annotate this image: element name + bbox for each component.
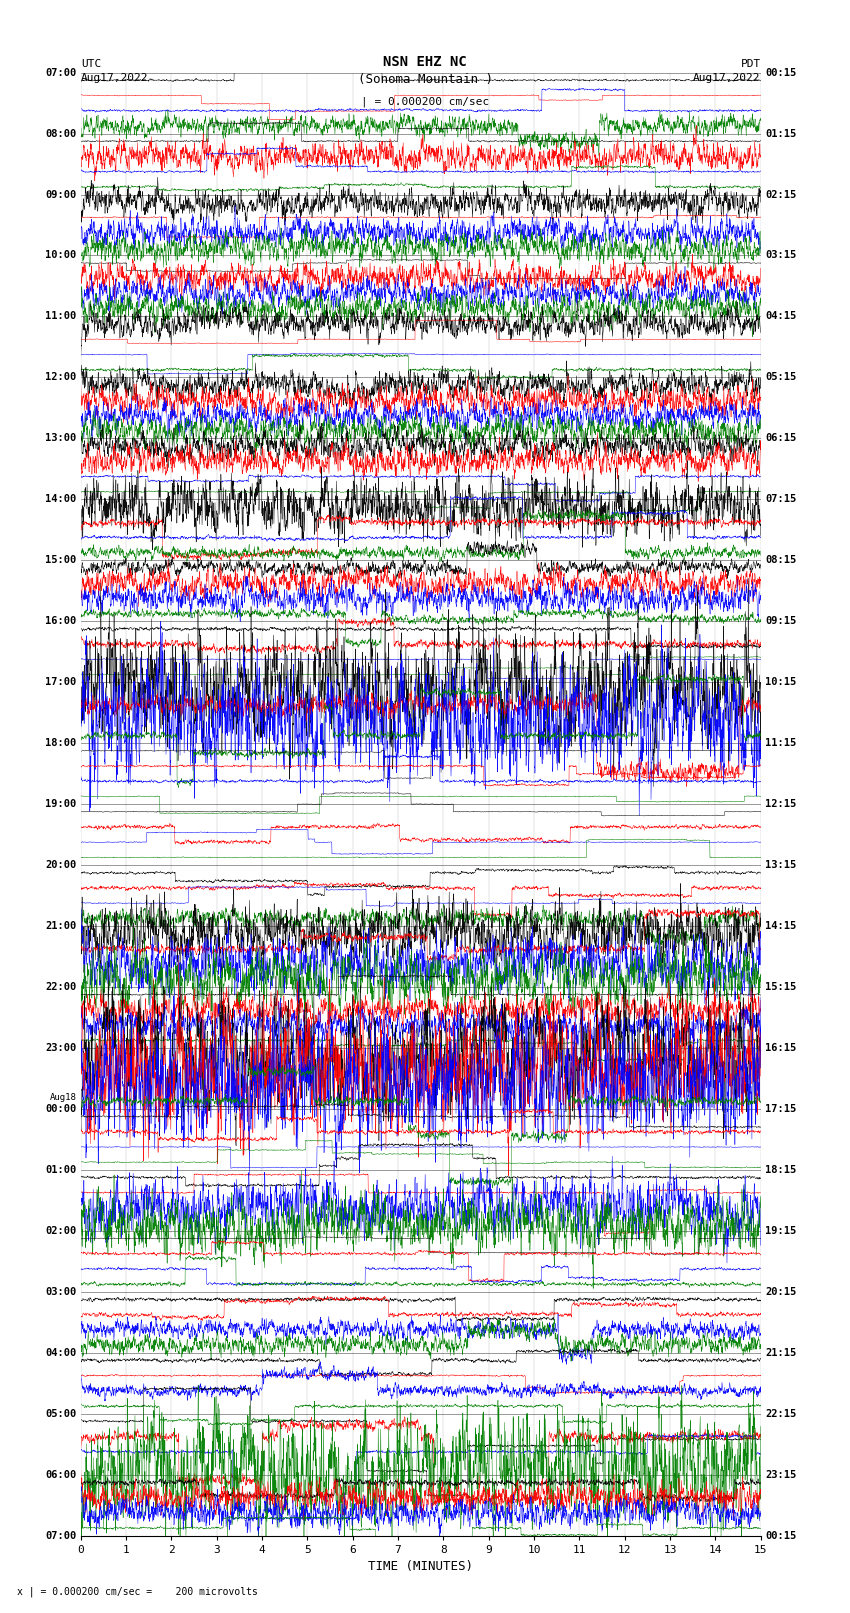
Text: 10:00: 10:00 xyxy=(45,250,76,260)
Text: 15:15: 15:15 xyxy=(765,982,796,992)
Text: 23:00: 23:00 xyxy=(45,1044,76,1053)
Text: NSN EHZ NC: NSN EHZ NC xyxy=(383,55,467,69)
Text: 06:00: 06:00 xyxy=(45,1469,76,1479)
Text: Aug17,2022: Aug17,2022 xyxy=(81,73,148,82)
Text: 02:00: 02:00 xyxy=(45,1226,76,1236)
Text: 17:15: 17:15 xyxy=(765,1103,796,1115)
Text: 16:15: 16:15 xyxy=(765,1044,796,1053)
Text: 13:15: 13:15 xyxy=(765,860,796,869)
Text: 00:00: 00:00 xyxy=(45,1103,76,1115)
Text: 04:00: 04:00 xyxy=(45,1348,76,1358)
Text: 00:15: 00:15 xyxy=(765,1531,796,1540)
Text: 07:00: 07:00 xyxy=(45,68,76,77)
Text: 21:15: 21:15 xyxy=(765,1348,796,1358)
Text: 18:00: 18:00 xyxy=(45,739,76,748)
Text: 11:15: 11:15 xyxy=(765,739,796,748)
Text: 14:00: 14:00 xyxy=(45,494,76,505)
Text: 03:00: 03:00 xyxy=(45,1287,76,1297)
Text: x | = 0.000200 cm/sec =    200 microvolts: x | = 0.000200 cm/sec = 200 microvolts xyxy=(17,1586,258,1597)
Text: 12:00: 12:00 xyxy=(45,373,76,382)
Text: 06:15: 06:15 xyxy=(765,434,796,444)
Text: 01:15: 01:15 xyxy=(765,129,796,139)
Text: 20:00: 20:00 xyxy=(45,860,76,869)
Text: 21:00: 21:00 xyxy=(45,921,76,931)
Text: 05:00: 05:00 xyxy=(45,1408,76,1419)
Text: 03:15: 03:15 xyxy=(765,250,796,260)
Text: 10:15: 10:15 xyxy=(765,677,796,687)
Text: Aug17,2022: Aug17,2022 xyxy=(694,73,761,82)
Text: UTC: UTC xyxy=(81,60,101,69)
Text: 14:15: 14:15 xyxy=(765,921,796,931)
Text: 07:15: 07:15 xyxy=(765,494,796,505)
Text: 20:15: 20:15 xyxy=(765,1287,796,1297)
Text: 19:15: 19:15 xyxy=(765,1226,796,1236)
Text: 12:15: 12:15 xyxy=(765,798,796,810)
Text: 13:00: 13:00 xyxy=(45,434,76,444)
Text: PDT: PDT xyxy=(740,60,761,69)
Text: 07:00: 07:00 xyxy=(45,1531,76,1540)
X-axis label: TIME (MINUTES): TIME (MINUTES) xyxy=(368,1560,473,1573)
Text: 08:00: 08:00 xyxy=(45,129,76,139)
Text: 22:00: 22:00 xyxy=(45,982,76,992)
Text: 09:00: 09:00 xyxy=(45,189,76,200)
Text: Aug18: Aug18 xyxy=(49,1094,76,1102)
Text: | = 0.000200 cm/sec: | = 0.000200 cm/sec xyxy=(361,97,489,108)
Text: 22:15: 22:15 xyxy=(765,1408,796,1419)
Text: 04:15: 04:15 xyxy=(765,311,796,321)
Text: 19:00: 19:00 xyxy=(45,798,76,810)
Text: 09:15: 09:15 xyxy=(765,616,796,626)
Text: 16:00: 16:00 xyxy=(45,616,76,626)
Text: 02:15: 02:15 xyxy=(765,189,796,200)
Text: (Sonoma Mountain ): (Sonoma Mountain ) xyxy=(358,73,492,85)
Text: 01:00: 01:00 xyxy=(45,1165,76,1174)
Text: 15:00: 15:00 xyxy=(45,555,76,565)
Text: 00:15: 00:15 xyxy=(765,68,796,77)
Text: 17:00: 17:00 xyxy=(45,677,76,687)
Text: 23:15: 23:15 xyxy=(765,1469,796,1479)
Text: 05:15: 05:15 xyxy=(765,373,796,382)
Text: 08:15: 08:15 xyxy=(765,555,796,565)
Text: 18:15: 18:15 xyxy=(765,1165,796,1174)
Text: 11:00: 11:00 xyxy=(45,311,76,321)
